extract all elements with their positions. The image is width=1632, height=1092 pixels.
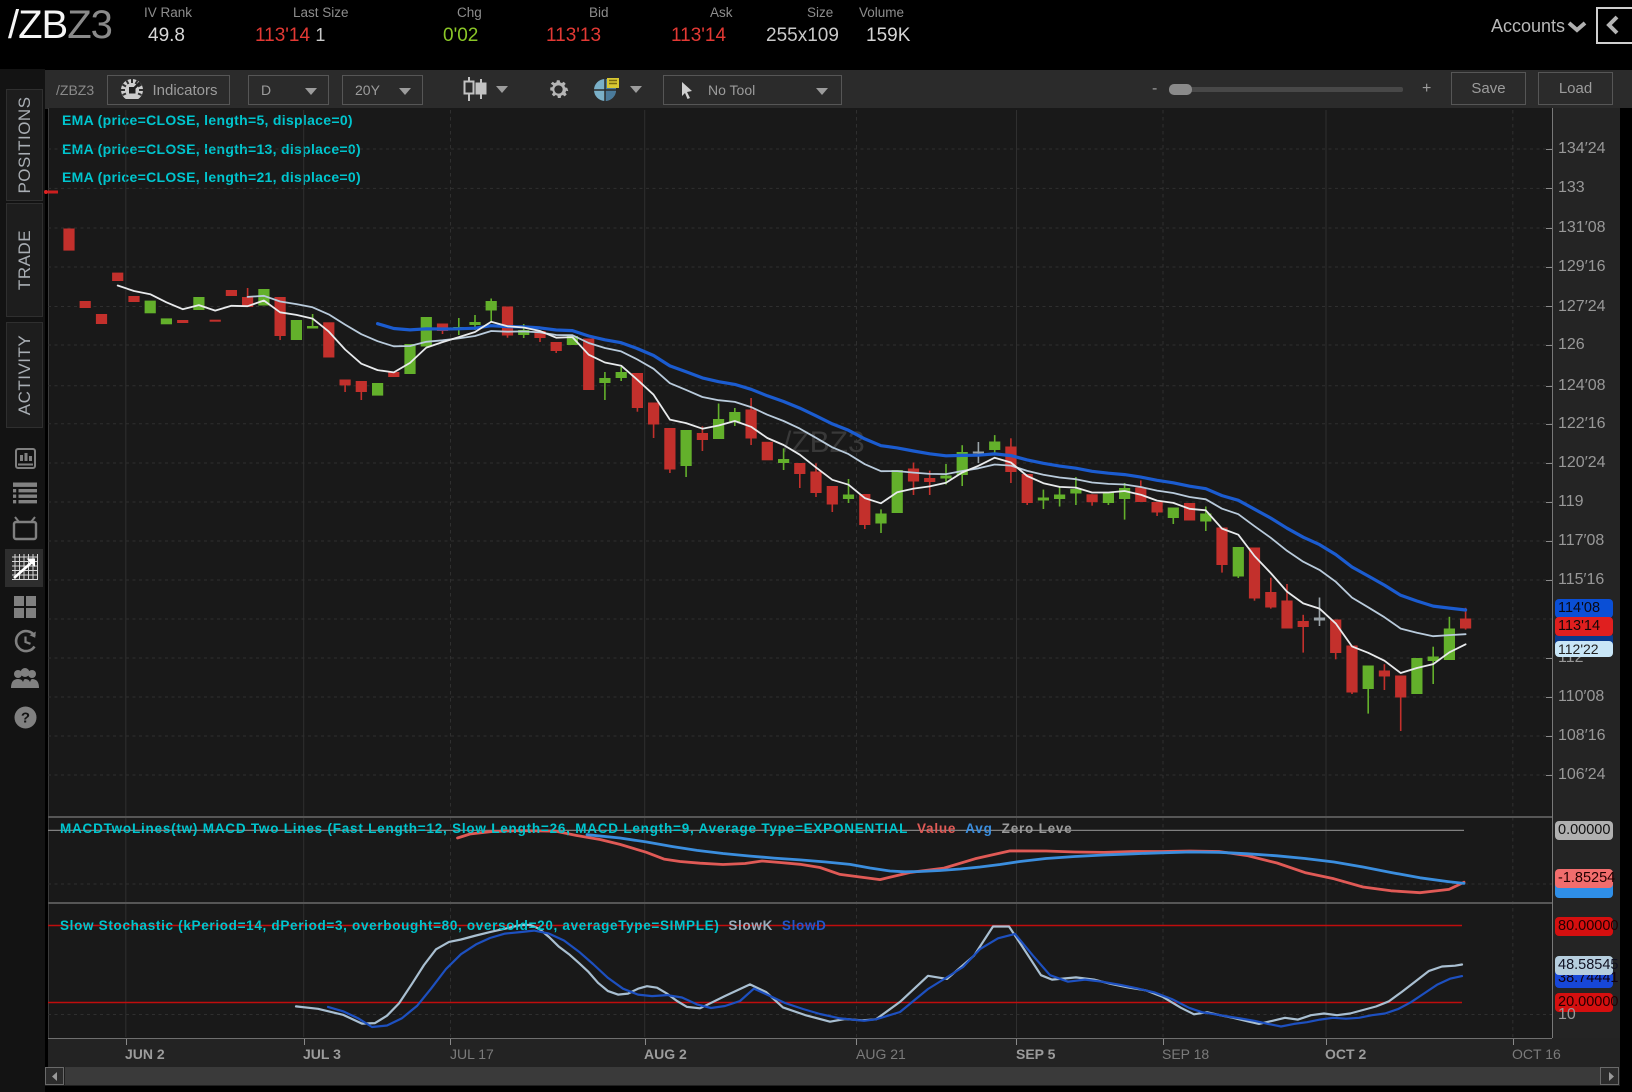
svg-text:?: ?: [21, 710, 30, 727]
